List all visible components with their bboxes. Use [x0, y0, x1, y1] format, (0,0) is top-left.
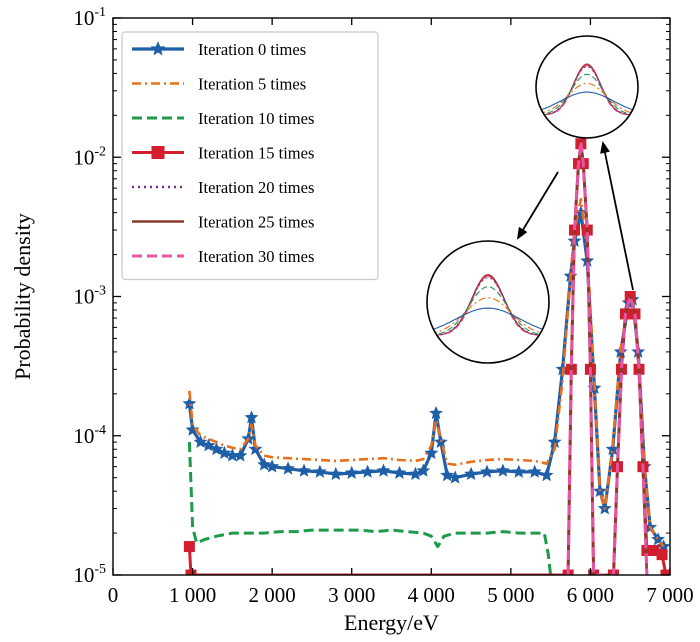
- series-marker: [464, 466, 479, 481]
- series-marker: [217, 445, 232, 460]
- series-marker: [248, 441, 263, 456]
- legend-label: Iteration 25 times: [198, 213, 314, 232]
- arrow-to-inset-6500: [600, 141, 634, 291]
- series-marker: [185, 569, 197, 575]
- series-marker: [151, 146, 165, 159]
- legend-entry: Iteration 0 times: [132, 40, 306, 59]
- series-marker: [495, 463, 510, 477]
- series-marker: [257, 457, 272, 471]
- legend-label: Iteration 15 times: [198, 144, 314, 163]
- x-tick-label: 6 000: [567, 583, 614, 607]
- series-marker: [448, 470, 463, 484]
- series-marker: [150, 41, 166, 56]
- legend-label: Iteration 10 times: [198, 109, 314, 128]
- zoom-insets: [426, 35, 639, 364]
- y-tick-label: 10-5: [73, 562, 106, 587]
- x-axis-label: Energy/eV: [344, 610, 439, 635]
- series-line: [566, 139, 649, 575]
- series-marker: [344, 465, 359, 479]
- series-marker: [360, 464, 375, 478]
- series-marker: [648, 544, 660, 556]
- inset-curve: [538, 65, 636, 116]
- arrow-to-inset-5900: [516, 171, 559, 240]
- x-tick-label: 0: [108, 583, 119, 607]
- inset-curve: [538, 66, 636, 116]
- series-marker: [182, 396, 197, 410]
- legend-label: Iteration 20 times: [198, 178, 314, 197]
- inset-curves: [429, 274, 547, 337]
- legend-label: Iteration 5 times: [198, 75, 306, 94]
- inset-peak-5900: [426, 240, 550, 364]
- legend-box: [121, 31, 379, 281]
- x-tick-label: 7 000: [646, 583, 693, 607]
- y-axis-label: Probability density: [10, 213, 35, 380]
- series-marker: [376, 463, 391, 477]
- series-marker: [480, 464, 494, 478]
- legend-entry: Iteration 10 times: [132, 109, 314, 128]
- series-iteration-5-times: [188, 197, 665, 548]
- series-marker: [511, 464, 526, 478]
- inset-curve: [538, 73, 636, 116]
- inset-curve: [430, 275, 546, 337]
- series-marker: [440, 468, 455, 482]
- series-marker: [244, 410, 259, 424]
- series-marker: [328, 466, 343, 481]
- x-tick-label: 2 000: [249, 583, 296, 607]
- y-tick-label: 10-1: [73, 5, 106, 30]
- series-marker: [185, 422, 200, 436]
- axes: 0 1 000 2 000 3 000 4 000 5 000 6 000 7 000 10-5…: [73, 5, 693, 607]
- series-line: [188, 197, 665, 548]
- y-tick-label: 10-3: [73, 284, 106, 309]
- series-layer: [182, 138, 670, 575]
- series-marker: [527, 464, 542, 478]
- legend-entry: Iteration 30 times: [132, 247, 314, 266]
- legend-entry: Iteration 5 times: [132, 75, 306, 94]
- inset-curve: [538, 82, 636, 115]
- inset-curve: [429, 307, 547, 331]
- series-marker: [424, 445, 439, 460]
- series-marker: [392, 465, 407, 479]
- series-marker: [265, 459, 280, 473]
- series-marker: [416, 463, 431, 477]
- inset-curve: [430, 286, 547, 336]
- legend-entry: Iteration 15 times: [132, 144, 314, 163]
- series-iteration-10-times: [187, 442, 553, 575]
- series-line: [187, 442, 553, 575]
- x-tick-label: 1 000: [169, 583, 216, 607]
- series-marker: [408, 466, 423, 481]
- series-marker: [297, 463, 311, 477]
- series-marker: [281, 461, 295, 475]
- y-tick-label: 10-4: [73, 423, 106, 448]
- legend: Iteration 0 times Iteration 5 times Iterat…: [121, 31, 379, 281]
- series-marker: [233, 448, 248, 462]
- x-tick-label: 5 000: [487, 583, 534, 607]
- legend-entry: Iteration 20 times: [132, 178, 314, 197]
- y-tick-label: 10-2: [73, 144, 106, 169]
- inset-curve: [429, 297, 547, 335]
- inset-background: [427, 241, 549, 363]
- inset-peak-6500: [535, 35, 639, 139]
- legend-label: Iteration 0 times: [198, 40, 306, 59]
- series-marker: [539, 468, 554, 482]
- x-tick-label: 4 000: [408, 583, 455, 607]
- legend-label: Iteration 30 times: [198, 247, 314, 266]
- legend-entry: Iteration 25 times: [132, 213, 314, 232]
- inset-curve: [430, 277, 547, 336]
- series-marker: [429, 406, 443, 420]
- inset-border: [535, 35, 639, 139]
- inset-curves: [538, 63, 636, 116]
- inset-background: [536, 36, 638, 138]
- series-marker: [660, 569, 670, 575]
- series-iteration-30-times: [566, 139, 649, 575]
- series-marker: [183, 541, 195, 553]
- inset-curve: [538, 91, 636, 112]
- inset-border: [426, 240, 550, 364]
- series-marker: [656, 549, 668, 561]
- series-marker: [312, 464, 327, 478]
- x-tick-label: 3 000: [328, 583, 375, 607]
